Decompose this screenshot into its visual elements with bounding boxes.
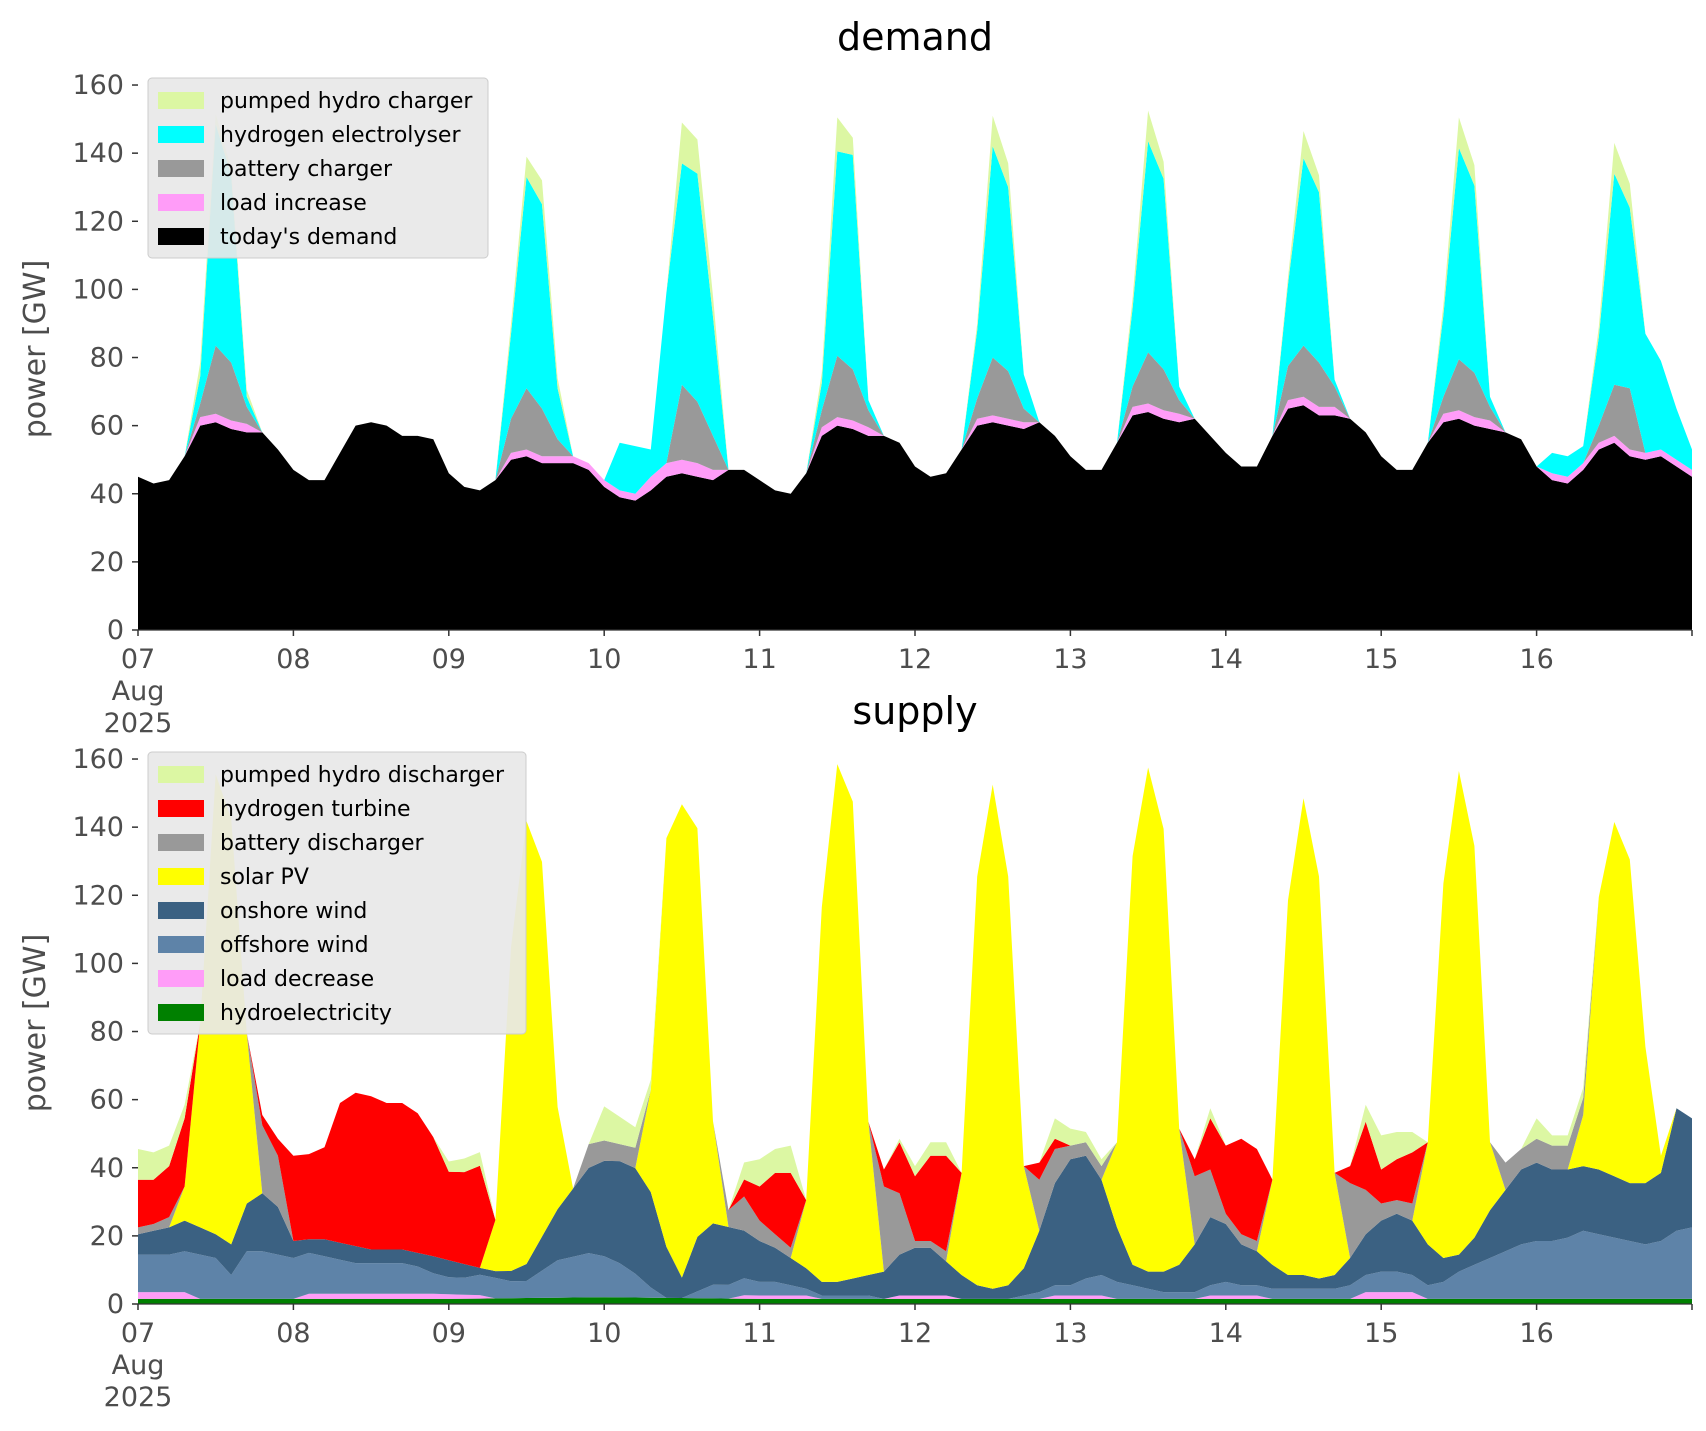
legend-swatch-onshore-wind bbox=[158, 902, 204, 919]
y-axis-label: power [GW] bbox=[18, 260, 53, 439]
demand-areas bbox=[138, 110, 1692, 630]
legend-swatch-battery-charger bbox=[158, 160, 204, 177]
y-tick-label: 120 bbox=[72, 880, 124, 911]
y-tick-label: 40 bbox=[90, 1153, 124, 1184]
y-tick-label: 100 bbox=[72, 274, 124, 305]
x-tick-label: 09 bbox=[432, 644, 466, 675]
y-tick-label: 140 bbox=[72, 812, 124, 843]
demand-panel: demand power [GW] 0 20 40 60 80 100 120 140 160 07A… bbox=[18, 15, 1693, 739]
area-hydroelectricity bbox=[138, 1297, 1692, 1304]
x-tick-sublabel: Aug bbox=[112, 676, 165, 707]
supply-panel: supply power [GW] 0 20 40 60 80 100 120 140 160 07A… bbox=[18, 689, 1693, 1413]
x-tick-label: 07 bbox=[121, 644, 155, 675]
x-tick-label: 16 bbox=[1519, 1318, 1553, 1349]
x-tick-label: 07 bbox=[121, 1318, 155, 1349]
x-tick-label: 09 bbox=[432, 1318, 466, 1349]
legend-swatch-load-decrease bbox=[158, 970, 204, 987]
x-tick-label: 08 bbox=[276, 644, 310, 675]
legend-label-pumped-hydro-charger: pumped hydro charger bbox=[220, 89, 473, 114]
legend-frame bbox=[147, 77, 489, 259]
legend-swatch-today-s-demand bbox=[158, 228, 204, 245]
y-axis-label: power [GW] bbox=[18, 934, 53, 1113]
legend: pumped hydro charger hydrogen electrolyse… bbox=[147, 77, 489, 259]
x-tick-label: 15 bbox=[1364, 1318, 1398, 1349]
y-ticks: 0 20 40 60 80 100 120 140 160 bbox=[72, 744, 138, 1320]
area-hydrogen-electrolyser bbox=[138, 124, 1692, 494]
y-tick-label: 60 bbox=[90, 1085, 124, 1116]
legend: pumped hydro discharger hydrogen turbine b… bbox=[147, 751, 527, 1035]
legend-label-hydrogen-electrolyser: hydrogen electrolyser bbox=[220, 123, 461, 148]
legend-label-offshore-wind: offshore wind bbox=[220, 933, 369, 958]
area-hydrogen-turbine bbox=[138, 764, 1692, 1268]
area-onshore-wind bbox=[138, 1108, 1692, 1299]
area-battery-charger bbox=[138, 345, 1692, 494]
legend-label-hydrogen-turbine: hydrogen turbine bbox=[220, 797, 411, 822]
x-tick-label: 10 bbox=[587, 1318, 621, 1349]
y-tick-label: 40 bbox=[90, 479, 124, 510]
y-tick-label: 140 bbox=[72, 138, 124, 169]
area-offshore-wind bbox=[138, 1227, 1692, 1299]
x-tick-sublabel: 2025 bbox=[104, 1382, 173, 1413]
y-tick-label: 160 bbox=[72, 70, 124, 101]
legend-swatch-solar-pv bbox=[158, 868, 204, 885]
x-tick-label: 14 bbox=[1209, 1318, 1243, 1349]
y-tick-label: 80 bbox=[90, 1017, 124, 1048]
y-tick-label: 20 bbox=[90, 1221, 124, 1252]
legend-swatch-hydroelectricity bbox=[158, 1004, 204, 1021]
x-tick-label: 11 bbox=[742, 644, 776, 675]
y-tick-label: 0 bbox=[107, 615, 124, 646]
legend-label-onshore-wind: onshore wind bbox=[220, 899, 367, 924]
y-tick-label: 20 bbox=[90, 547, 124, 578]
x-tick-label: 12 bbox=[898, 1318, 932, 1349]
legend-label-hydroelectricity: hydroelectricity bbox=[220, 1001, 392, 1026]
x-tick-label: 11 bbox=[742, 1318, 776, 1349]
x-tick-label: 12 bbox=[898, 644, 932, 675]
legend-label-load-decrease: load decrease bbox=[220, 967, 374, 992]
legend-swatch-pumped-hydro-discharger bbox=[158, 766, 204, 783]
chart-title: supply bbox=[852, 689, 977, 733]
legend-label-battery-charger: battery charger bbox=[220, 157, 393, 182]
x-tick-label: 16 bbox=[1519, 644, 1553, 675]
y-tick-label: 0 bbox=[107, 1289, 124, 1320]
area-today-s-demand bbox=[138, 405, 1692, 630]
x-tick-label: 13 bbox=[1053, 644, 1087, 675]
legend-label-pumped-hydro-discharger: pumped hydro discharger bbox=[220, 763, 505, 788]
legend-swatch-load-increase bbox=[158, 194, 204, 211]
y-tick-label: 120 bbox=[72, 206, 124, 237]
x-tick-label: 10 bbox=[587, 644, 621, 675]
x-tick-label: 15 bbox=[1364, 644, 1398, 675]
x-tick-sublabel: 2025 bbox=[104, 708, 173, 739]
legend-swatch-hydrogen-turbine bbox=[158, 800, 204, 817]
y-tick-label: 100 bbox=[72, 948, 124, 979]
x-tick-label: 14 bbox=[1209, 644, 1243, 675]
legend-label-load-increase: load increase bbox=[220, 191, 367, 216]
legend-label-solar-pv: solar PV bbox=[220, 865, 309, 890]
legend-swatch-battery-discharger bbox=[158, 834, 204, 851]
legend-label-today-s-demand: today's demand bbox=[220, 225, 397, 250]
legend-frame bbox=[147, 751, 527, 1035]
y-tick-label: 160 bbox=[72, 744, 124, 775]
x-tick-sublabel: Aug bbox=[112, 1350, 165, 1381]
y-ticks: 0 20 40 60 80 100 120 140 160 bbox=[72, 70, 138, 646]
legend-swatch-hydrogen-electrolyser bbox=[158, 126, 204, 143]
legend-label-battery-discharger: battery discharger bbox=[220, 831, 425, 856]
legend-swatch-pumped-hydro-charger bbox=[158, 92, 204, 109]
y-tick-label: 80 bbox=[90, 343, 124, 374]
chart-title: demand bbox=[837, 15, 993, 59]
y-tick-label: 60 bbox=[90, 411, 124, 442]
legend-swatch-offshore-wind bbox=[158, 936, 204, 953]
x-tick-label: 08 bbox=[276, 1318, 310, 1349]
x-tick-label: 13 bbox=[1053, 1318, 1087, 1349]
